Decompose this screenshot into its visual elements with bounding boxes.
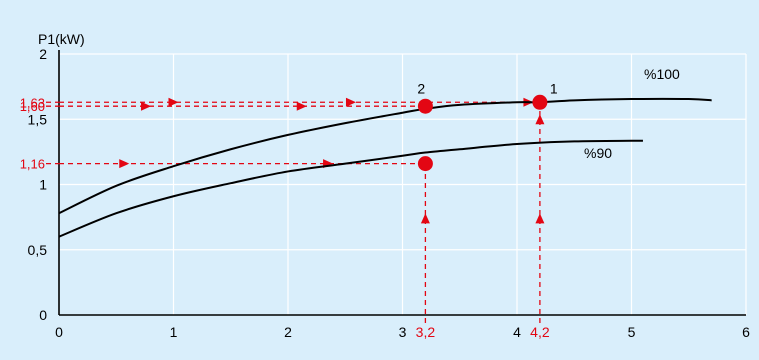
annotation-labels: %100 %90 1 2 1,631,60 1,16 3,2 4,2 <box>20 66 680 340</box>
grid-lines <box>59 53 747 315</box>
y-tick-label: 2 <box>39 46 47 62</box>
guide-arrow <box>345 97 356 107</box>
red-y-label: 1,63 <box>20 95 45 110</box>
guide-arrow <box>296 101 307 111</box>
x-tick-label: 5 <box>628 324 636 340</box>
x-tick-label: 3 <box>399 324 407 340</box>
x-tick-label: 6 <box>742 324 750 340</box>
axes <box>58 50 746 316</box>
series-label: %90 <box>584 145 612 161</box>
red-y-label: 1,16 <box>20 157 45 172</box>
series-line <box>58 139 643 238</box>
red-y-label: 1,60 <box>20 99 45 114</box>
point-label: 1 <box>550 80 558 96</box>
highlight-point <box>417 156 433 172</box>
guide-arrow <box>119 159 130 169</box>
x-tick-label: 1 <box>170 324 178 340</box>
y-tick-label: 1,5 <box>28 111 48 127</box>
highlight-point <box>417 98 433 114</box>
guide-arrow <box>168 97 179 107</box>
x-tick-label: 2 <box>284 324 292 340</box>
guide-arrow <box>535 114 545 125</box>
red-x-label: 3,2 <box>416 324 436 340</box>
highlight-point <box>532 94 548 110</box>
series-label: %100 <box>644 66 680 82</box>
point-label: 2 <box>417 80 425 96</box>
x-tick-label: 0 <box>55 324 63 340</box>
x-tick-label: 4 <box>513 324 521 340</box>
y-axis-label: P1(kW) <box>38 31 85 47</box>
y-tick-label: 0,5 <box>28 242 48 258</box>
y-tick-label: 0 <box>39 307 47 323</box>
highlight-points <box>417 94 548 172</box>
series-line <box>58 97 712 215</box>
guide-arrow <box>141 101 152 111</box>
guide-arrow <box>420 213 430 224</box>
red-x-label: 4,2 <box>530 324 550 340</box>
tick-labels: 0 1 2 3 4 5 6 0 0,5 1 1,5 2 <box>28 46 751 340</box>
guide-arrow <box>535 213 545 224</box>
guide-lines <box>46 97 545 323</box>
y-tick-label: 1 <box>39 177 47 193</box>
